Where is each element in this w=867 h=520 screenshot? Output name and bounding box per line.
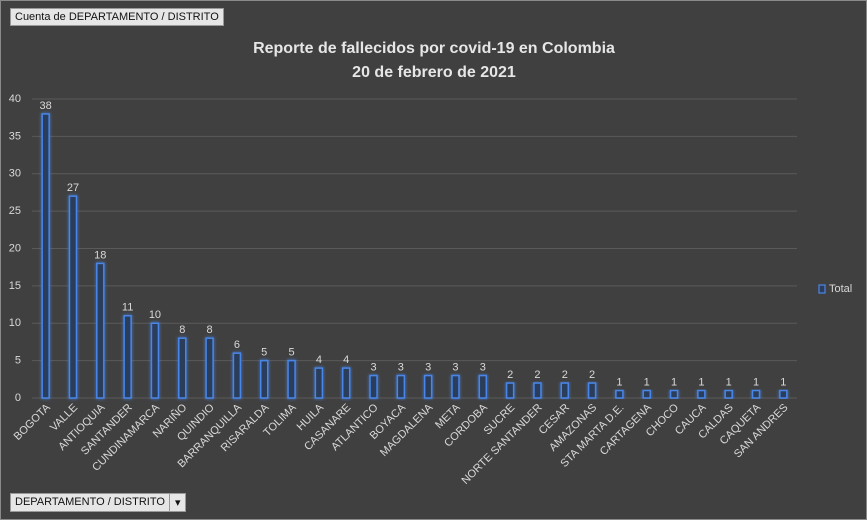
y-tick-label: 20 xyxy=(9,242,21,254)
bar xyxy=(341,367,351,399)
bar xyxy=(150,322,160,399)
data-label: 4 xyxy=(316,354,322,366)
legend-label: Total xyxy=(829,283,852,295)
bar xyxy=(478,374,488,399)
data-label: 1 xyxy=(780,376,786,388)
bar xyxy=(96,262,105,399)
bar xyxy=(779,389,788,399)
data-label: 11 xyxy=(122,302,133,314)
y-tick-label: 5 xyxy=(15,355,21,367)
bar xyxy=(423,374,433,399)
bar xyxy=(287,359,296,399)
data-label: 5 xyxy=(288,347,294,359)
axis-field-button[interactable]: DEPARTAMENTO / DISTRITO xyxy=(10,493,170,512)
data-label: 2 xyxy=(589,369,595,381)
bar xyxy=(123,315,132,399)
chart-subtitle: 20 de febrero de 2021 xyxy=(352,64,516,81)
y-tick-label: 35 xyxy=(9,130,21,142)
bar xyxy=(232,352,242,399)
dropdown-arrow[interactable]: ▾ xyxy=(169,493,187,512)
data-label: 10 xyxy=(149,309,161,321)
data-label: 1 xyxy=(644,376,650,388)
data-label: 2 xyxy=(562,369,568,381)
bar xyxy=(178,337,187,399)
bar xyxy=(259,359,269,399)
y-tick-label: 15 xyxy=(9,280,21,292)
bar xyxy=(451,374,460,399)
legend-swatch xyxy=(818,284,826,294)
value-field-button[interactable]: Cuenta de DEPARTAMENTO / DISTRITO xyxy=(10,8,224,26)
bar xyxy=(41,113,50,399)
y-tick-label: 30 xyxy=(9,168,21,180)
data-label: 8 xyxy=(179,324,185,336)
bar xyxy=(724,389,733,399)
data-label: 1 xyxy=(753,376,759,388)
bar xyxy=(68,195,78,399)
x-tick-label: BOGOTA xyxy=(12,401,54,443)
bar xyxy=(669,389,679,399)
data-label: 3 xyxy=(370,361,376,373)
bar xyxy=(396,374,406,399)
bar xyxy=(314,367,324,399)
bar xyxy=(369,374,378,399)
data-label: 1 xyxy=(616,376,622,388)
data-label: 2 xyxy=(534,369,540,381)
data-label: 3 xyxy=(398,361,404,373)
data-label: 3 xyxy=(452,361,458,373)
bar xyxy=(697,389,706,399)
bar xyxy=(751,389,761,399)
data-label: 5 xyxy=(261,347,267,359)
bar xyxy=(205,337,214,399)
data-label: 18 xyxy=(94,249,106,261)
bar xyxy=(560,382,570,399)
data-label: 3 xyxy=(480,361,486,373)
bar xyxy=(505,382,515,399)
data-label: 3 xyxy=(425,361,431,373)
y-tick-label: 25 xyxy=(9,205,21,217)
data-label: 1 xyxy=(726,376,732,388)
bar xyxy=(642,389,651,399)
data-label: 2 xyxy=(507,369,513,381)
data-label: 6 xyxy=(234,339,240,351)
data-label: 4 xyxy=(343,354,349,366)
data-label: 8 xyxy=(207,324,213,336)
bar xyxy=(615,389,624,399)
bar xyxy=(533,382,542,399)
y-tick-label: 40 xyxy=(9,93,21,105)
bar xyxy=(587,382,597,399)
data-label: 1 xyxy=(698,376,704,388)
axis-field-filter[interactable]: DEPARTAMENTO / DISTRITO ▾ xyxy=(10,493,187,512)
y-tick-label: 10 xyxy=(9,317,21,329)
data-label: 27 xyxy=(67,182,79,194)
chart-title: Reporte de fallecidos por covid-19 en Co… xyxy=(253,40,615,57)
data-label: 38 xyxy=(40,100,52,112)
data-label: 1 xyxy=(671,376,677,388)
y-tick-label: 0 xyxy=(15,392,21,404)
